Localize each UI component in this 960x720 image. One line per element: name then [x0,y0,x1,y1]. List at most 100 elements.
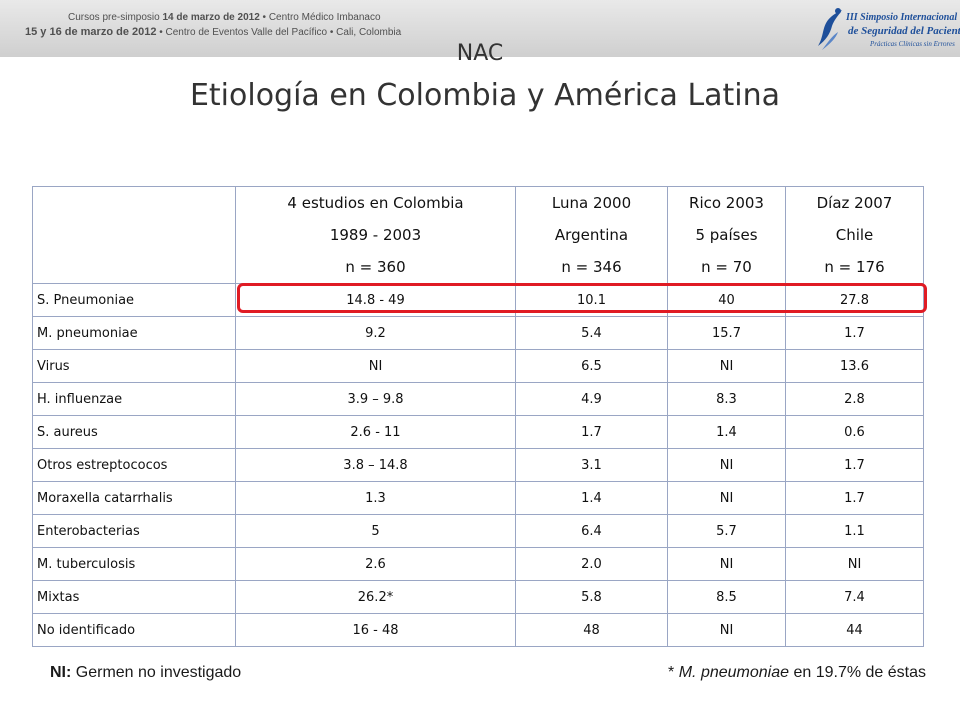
table-row: H. influenzae 3.9 – 9.8 4.9 8.3 2.8 [32,382,924,416]
banner-line-1-date: 14 de marzo de 2012 [162,12,260,23]
table-row: No identificado 16 - 48 48 NI 44 [32,613,924,647]
footnote-mixtas-organism: M. pneumoniae [678,664,790,681]
header-line: n = 360 [345,258,406,276]
table-cell: 1.3 [235,481,516,515]
symposium-logo: III Simposio Internacional de Seguridad … [812,6,960,54]
row-label-cell: H. influenzae [32,382,236,416]
table-cell: 5.7 [667,514,786,548]
header-line: Chile [835,226,874,244]
header-cell: Díaz 2007 Chile n = 176 [785,186,924,284]
table-cell: 1.7 [515,415,668,449]
table-cell: 5.4 [515,316,668,350]
header-line: n = 176 [824,258,885,276]
table-cell: 8.3 [667,382,786,416]
banner-line-2-suffix: • Centro de Eventos Valle del Pacífico •… [156,27,402,38]
table-cell: 15.7 [667,316,786,350]
table-cell: NI [667,349,786,383]
table-row: Moraxella catarrhalis 1.3 1.4 NI 1.7 [32,481,924,515]
etiology-table: 4 estudios en Colombia 1989 - 2003 n = 360… [32,186,924,647]
table-cell: 26.2* [235,580,516,614]
header-corner-cell [32,186,236,284]
table-row: S. Pneumoniae 14.8 - 49 10.1 40 27.8 [32,283,924,317]
symposium-logo-icon [818,8,842,50]
table-cell: 27.8 [785,283,924,317]
table-cell: 48 [515,613,668,647]
footnote-ni-text: Germen no investigado [71,664,242,681]
row-label-cell: Otros estreptococos [32,448,236,482]
header-line: Rico 2003 [689,194,764,212]
header-line: Luna 2000 [551,194,632,212]
table-cell: 8.5 [667,580,786,614]
table-row: Mixtas 26.2* 5.8 8.5 7.4 [32,580,924,614]
row-label-cell: Virus [32,349,236,383]
table-cell: 1.4 [515,481,668,515]
table-row: Virus NI 6.5 NI 13.6 [32,349,924,383]
banner-line-1-prefix: Cursos pre-simposio [68,12,163,23]
table-row: S. aureus 2.6 - 11 1.7 1.4 0.6 [32,415,924,449]
slide-title: NAC [456,41,504,66]
row-label-cell: Moraxella catarrhalis [32,481,236,515]
logo-line-3: Prácticas Clínicas sin Errores [870,40,955,48]
table-cell: NI [667,547,786,581]
footnote-mixtas: * M. pneumoniae en 19.7% de éstas [668,664,926,682]
table-cell: 5.8 [515,580,668,614]
footnote-ni: NI: Germen no investigado [50,664,241,682]
banner-line-2: 15 y 16 de marzo de 2012 • Centro de Eve… [25,26,401,38]
header-line: n = 70 [701,258,752,276]
banner-line-1-suffix: • Centro Médico Imbanaco [259,12,381,23]
table-cell: 4.9 [515,382,668,416]
table-cell: 1.4 [667,415,786,449]
table-cell: 7.4 [785,580,924,614]
logo-line-1: III Simposio Internacional [846,12,958,23]
table-cell: 5 [235,514,516,548]
table-cell: 3.1 [515,448,668,482]
table-cell: 1.1 [785,514,924,548]
row-label-cell: M. tuberculosis [32,547,236,581]
table-cell: 2.6 - 11 [235,415,516,449]
header-banner: Cursos pre-simposio 14 de marzo de 2012 … [0,0,960,57]
table-header-row: 4 estudios en Colombia 1989 - 2003 n = 360… [32,186,924,284]
table-cell: 6.4 [515,514,668,548]
table-cell: NI [667,481,786,515]
table-cell: 1.7 [785,481,924,515]
table-cell: 6.5 [515,349,668,383]
row-label-cell: Enterobacterias [32,514,236,548]
table-cell: 44 [785,613,924,647]
table-row: Enterobacterias 5 6.4 5.7 1.1 [32,514,924,548]
footnote-mixtas-star: * [668,664,679,681]
table-cell: NI [667,613,786,647]
row-label-cell: Mixtas [32,580,236,614]
table-cell: 10.1 [515,283,668,317]
header-line: n = 346 [561,258,622,276]
table-cell: 2.8 [785,382,924,416]
table-row: M. pneumoniae 9.2 5.4 15.7 1.7 [32,316,924,350]
table-cell: 40 [667,283,786,317]
table-cell: 2.0 [515,547,668,581]
table-cell: NI [235,349,516,383]
table-cell: 14.8 - 49 [235,283,516,317]
slide-subtitle: Etiología en Colombia y América Latina [189,78,781,113]
row-label-cell: M. pneumoniae [32,316,236,350]
header-line: Díaz 2007 [816,194,893,212]
table-cell: 16 - 48 [235,613,516,647]
header-cell: Rico 2003 5 países n = 70 [667,186,786,284]
table-cell: NI [785,547,924,581]
header-line: 4 estudios en Colombia [287,194,464,212]
table-row: M. tuberculosis 2.6 2.0 NI NI [32,547,924,581]
banner-line-1: Cursos pre-simposio 14 de marzo de 2012 … [68,12,381,23]
row-label-cell: No identificado [32,613,236,647]
table-cell: NI [667,448,786,482]
header-cell: Luna 2000 Argentina n = 346 [515,186,668,284]
table-cell: 2.6 [235,547,516,581]
table-cell: 1.7 [785,316,924,350]
table-row: Otros estreptococos 3.8 – 14.8 3.1 NI 1.7 [32,448,924,482]
table-cell: 0.6 [785,415,924,449]
footnote-mixtas-text: en 19.7% de éstas [789,664,926,681]
row-label-cell: S. Pneumoniae [32,283,236,317]
table-cell: 13.6 [785,349,924,383]
header-line: 1989 - 2003 [329,226,422,244]
table-cell: 3.8 – 14.8 [235,448,516,482]
footnote-ni-key: NI: [50,664,72,681]
header-cell: 4 estudios en Colombia 1989 - 2003 n = 360 [235,186,516,284]
table-cell: 1.7 [785,448,924,482]
